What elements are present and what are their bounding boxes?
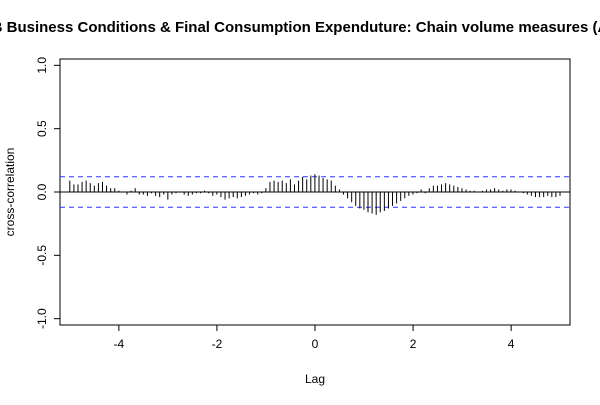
y-axis-label: cross-correlation (3, 148, 17, 237)
x-axis: -4 -2 0 2 4 (114, 325, 515, 351)
x-tick-label: -2 (212, 337, 223, 351)
y-tick-label: 0.5 (35, 120, 49, 137)
y-tick-label: -0.5 (35, 245, 49, 266)
correlation-bars (69, 174, 561, 215)
chart-title: AB Business Conditions & Final Consumpti… (0, 19, 600, 36)
x-tick-label: 0 (312, 337, 319, 351)
y-axis: -1.0 -0.5 0.0 0.5 1.0 (35, 57, 60, 329)
x-tick-label: 2 (410, 337, 417, 351)
x-tick-label: 4 (508, 337, 515, 351)
y-tick-label: 1.0 (35, 57, 49, 74)
x-tick-label: -4 (114, 337, 125, 351)
y-tick-label: -1.0 (35, 308, 49, 329)
y-tick-label: 0.0 (35, 183, 49, 200)
x-axis-label: Lag (305, 372, 325, 386)
